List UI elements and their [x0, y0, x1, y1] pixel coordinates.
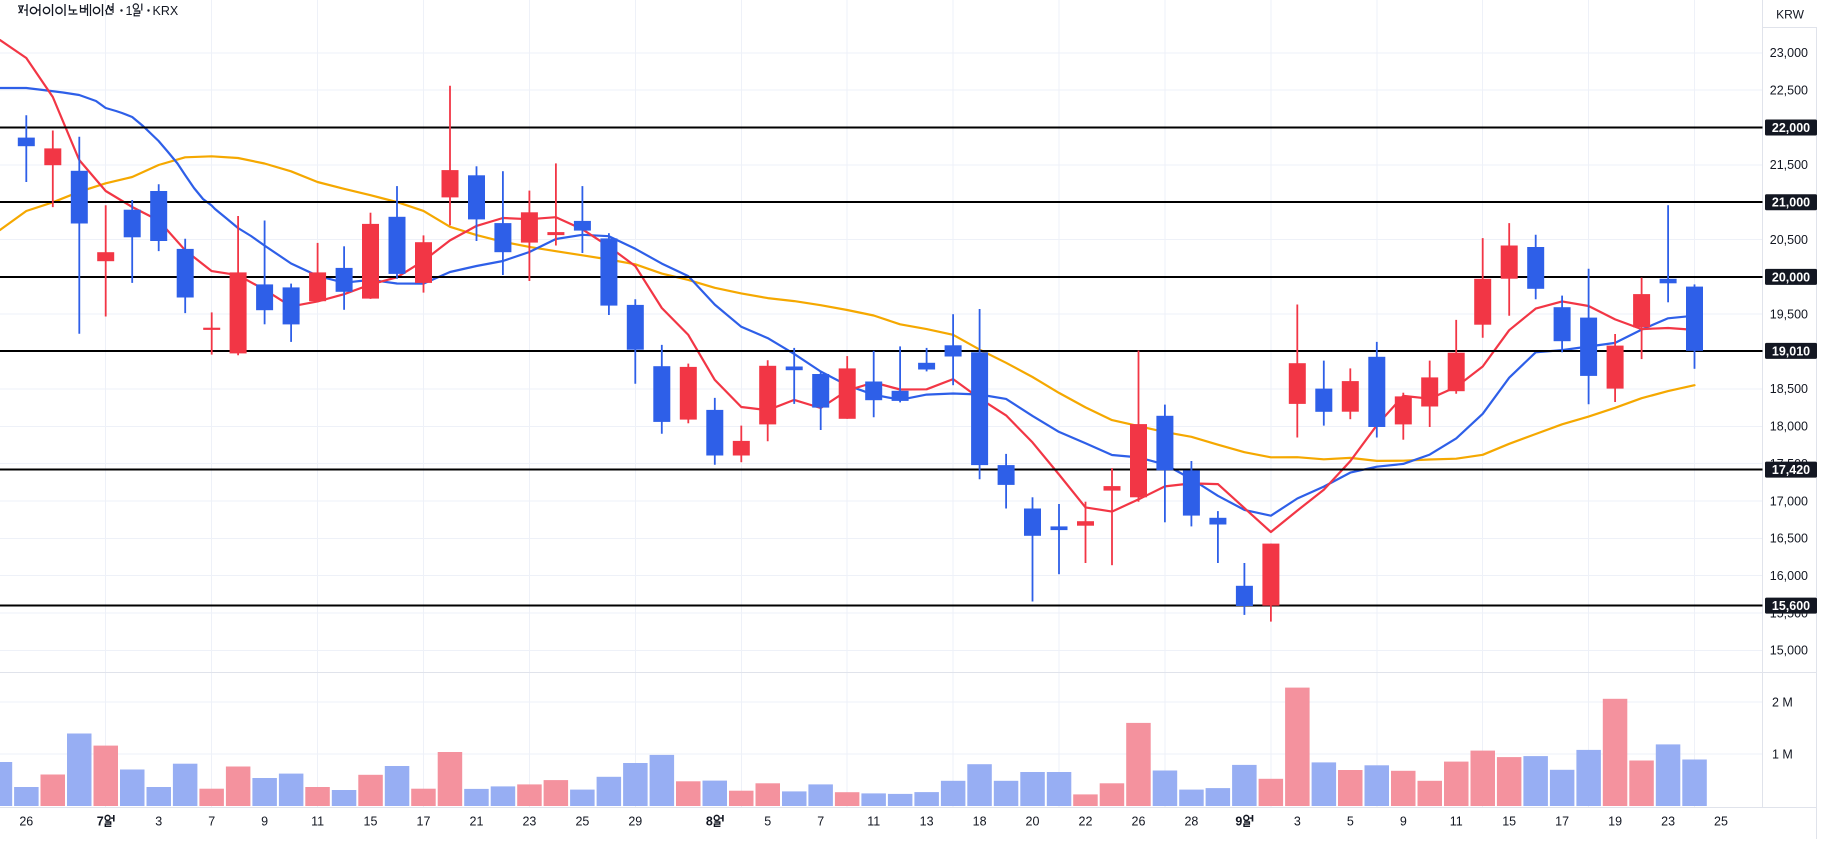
svg-text:21: 21 [470, 815, 484, 829]
svg-text:26: 26 [1132, 815, 1146, 829]
svg-text:29: 29 [628, 815, 642, 829]
svg-text:16,000: 16,000 [1770, 569, 1808, 583]
svg-text:11: 11 [1450, 815, 1463, 829]
svg-text:11: 11 [867, 815, 880, 829]
svg-text:19,010: 19,010 [1772, 344, 1810, 358]
svg-text:28: 28 [1184, 815, 1198, 829]
svg-text:8: 8 [706, 815, 713, 829]
svg-text:19,500: 19,500 [1770, 308, 1808, 322]
svg-text:20,500: 20,500 [1770, 233, 1808, 247]
svg-text:23: 23 [522, 815, 536, 829]
svg-text:9: 9 [1400, 815, 1407, 829]
svg-text:16,500: 16,500 [1770, 532, 1808, 546]
svg-text:25: 25 [1714, 815, 1728, 829]
svg-text:23,000: 23,000 [1770, 46, 1808, 60]
svg-text:3: 3 [1294, 815, 1301, 829]
svg-text:15,000: 15,000 [1770, 644, 1808, 658]
svg-text:9: 9 [1235, 815, 1242, 829]
svg-text:19: 19 [1608, 815, 1622, 829]
svg-text:25: 25 [575, 815, 589, 829]
svg-text:17,000: 17,000 [1770, 494, 1808, 508]
svg-text:17,420: 17,420 [1772, 463, 1810, 477]
svg-text:18,500: 18,500 [1770, 382, 1808, 396]
svg-text:22: 22 [1079, 815, 1093, 829]
svg-text:20: 20 [1026, 815, 1040, 829]
svg-text:1: 1 [126, 4, 133, 18]
svg-text:3: 3 [155, 815, 162, 829]
svg-text:22,500: 22,500 [1770, 84, 1808, 98]
svg-text:17: 17 [417, 815, 431, 829]
svg-text:7: 7 [208, 815, 215, 829]
svg-text:23: 23 [1661, 815, 1675, 829]
svg-text:21,000: 21,000 [1772, 196, 1810, 210]
svg-text:20,000: 20,000 [1772, 270, 1810, 284]
svg-text:15: 15 [1502, 815, 1516, 829]
svg-text:7: 7 [817, 815, 824, 829]
svg-text:5: 5 [1347, 815, 1354, 829]
svg-text:2 M: 2 M [1772, 695, 1793, 709]
svg-text:26: 26 [19, 815, 33, 829]
svg-text:18: 18 [973, 815, 987, 829]
svg-text:13: 13 [920, 815, 934, 829]
svg-text:KRX: KRX [153, 4, 179, 18]
svg-text:11: 11 [311, 815, 324, 829]
svg-text:15: 15 [364, 815, 378, 829]
svg-text:21,500: 21,500 [1770, 158, 1808, 172]
svg-text:9: 9 [261, 815, 268, 829]
svg-text:5: 5 [764, 815, 771, 829]
svg-text:22,000: 22,000 [1772, 121, 1810, 135]
svg-text:18,000: 18,000 [1770, 420, 1808, 434]
svg-text:KRW: KRW [1776, 8, 1804, 22]
svg-text:15,600: 15,600 [1772, 599, 1810, 613]
svg-text:7: 7 [97, 815, 104, 829]
svg-text:1 M: 1 M [1772, 747, 1793, 761]
svg-text:17: 17 [1555, 815, 1569, 829]
